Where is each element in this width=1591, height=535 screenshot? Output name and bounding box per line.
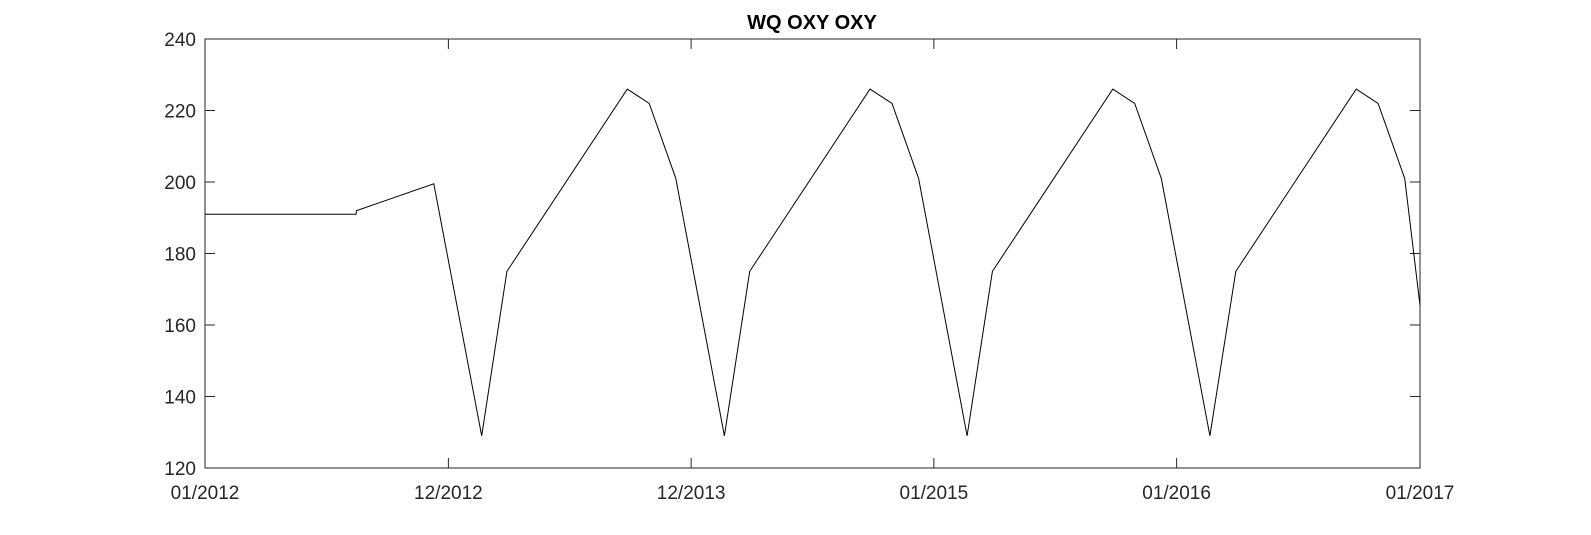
y-tick-label: 220	[164, 102, 196, 123]
x-tick-label: 01/2015	[900, 483, 969, 504]
plot-area: 120 140 160 180 200 220 240 01/2012 12/2012 12/20…	[164, 30, 1454, 504]
y-tick-label: 120	[164, 459, 196, 480]
x-tick-label: 01/2012	[171, 483, 240, 504]
x-tick-label: 12/2013	[657, 483, 726, 504]
axes-frame	[204, 38, 1421, 469]
y-tick-label: 160	[164, 316, 196, 337]
chart-title: WQ OXY OXY	[747, 12, 877, 34]
y-tick-label: 180	[164, 245, 196, 266]
y-tick-label: 200	[164, 173, 196, 194]
y-tick-label: 140	[164, 388, 196, 409]
x-tick-label: 12/2012	[414, 483, 483, 504]
series-line	[205, 88, 1421, 436]
x-tick-label: 01/2017	[1386, 483, 1455, 504]
x-tick-label: 01/2016	[1142, 483, 1211, 504]
y-tick-label: 240	[164, 30, 196, 51]
